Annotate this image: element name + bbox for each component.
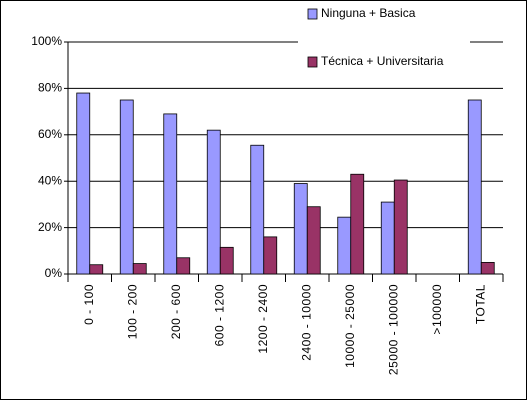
legend-label: Técnica + Universitaria (321, 54, 444, 68)
legend-label: Ninguna + Basica (321, 6, 416, 20)
y-tick-label: 80% (38, 81, 62, 95)
y-tick-label: 20% (38, 220, 62, 234)
legend-box (298, 4, 470, 84)
bar (132, 263, 147, 275)
y-tick-label: 0% (45, 266, 63, 280)
x-tick-label: 2400 - 10000 (299, 284, 313, 361)
x-tick-label: 100 - 200 (125, 284, 139, 339)
bar (393, 179, 408, 275)
bar (89, 264, 104, 275)
bar (293, 183, 308, 275)
bar (176, 257, 191, 275)
x-tick-label: 0 - 100 (82, 284, 96, 325)
y-tick-label: 40% (38, 173, 62, 187)
bar (250, 144, 265, 275)
bar (467, 99, 482, 275)
x-tick-label: >100000 (430, 284, 444, 335)
legend-swatch (307, 56, 318, 68)
legend-swatch (307, 8, 318, 20)
bar (350, 173, 365, 275)
bar (380, 201, 395, 275)
bar (337, 216, 352, 275)
bar (480, 261, 495, 275)
bar (163, 113, 178, 275)
bar (306, 206, 321, 275)
bar (119, 99, 134, 275)
y-tick-label: 100% (31, 34, 62, 48)
x-tick-label: TOTAL (473, 284, 487, 324)
x-tick-label: 200 - 600 (169, 284, 183, 339)
x-tick-label: 600 - 1200 (212, 284, 226, 346)
bar (206, 129, 221, 275)
y-tick-label: 60% (38, 127, 62, 141)
x-tick-label: 25000 - 100000 (386, 284, 400, 375)
x-tick-label: 10000 - 25000 (343, 284, 357, 368)
bar (263, 236, 278, 275)
bar (76, 92, 91, 275)
x-tick-label: 1200 - 2400 (256, 284, 270, 354)
legend: Ninguna + Basica Técnica + Universitaria (298, 4, 470, 84)
bar (219, 246, 234, 275)
